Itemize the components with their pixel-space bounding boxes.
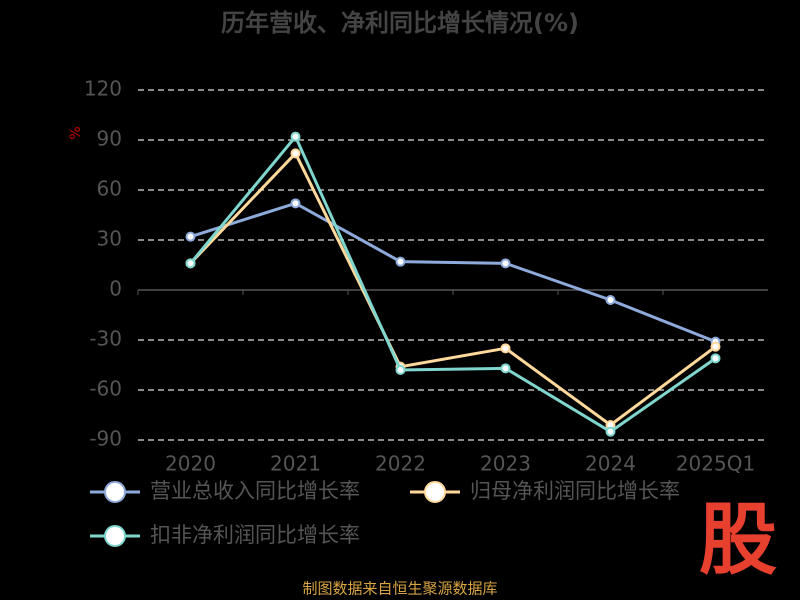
legend-marker	[424, 481, 446, 503]
series-line	[189, 133, 717, 434]
legend-marker	[104, 525, 126, 547]
watermark-logo: 股	[699, 495, 777, 585]
y-tick-label: 120	[84, 77, 122, 101]
legend-label: 归母净利润同比增长率	[470, 479, 680, 503]
x-tick-label: 2025Q1	[676, 452, 755, 476]
y-tick-label: 90	[97, 127, 122, 151]
data-point	[185, 231, 196, 242]
data-point	[710, 341, 721, 352]
x-tick-label: 2021	[270, 452, 321, 476]
series-line	[189, 150, 717, 427]
y-tick-label: -90	[89, 427, 122, 451]
legend-marker	[104, 481, 126, 503]
chart-title: 历年营收、净利同比增长情况(%)	[221, 9, 579, 37]
data-point	[605, 295, 616, 305]
legend-label: 扣非净利润同比增长率	[150, 523, 360, 547]
data-point	[395, 256, 406, 267]
y-tick-label: -60	[89, 377, 122, 401]
data-point	[185, 258, 196, 269]
y-tick-label: 30	[97, 227, 122, 251]
data-point	[290, 148, 301, 159]
y-tick-label: 60	[97, 177, 122, 201]
data-point	[605, 426, 616, 437]
y-tick-label: -30	[89, 327, 122, 351]
data-point	[290, 131, 301, 142]
x-tick-label: 2020	[165, 452, 216, 476]
data-point	[500, 363, 511, 374]
legend-label: 营业总收入同比增长率	[150, 479, 360, 503]
series-line	[190, 201, 717, 344]
data-point	[290, 198, 301, 209]
x-tick-label: 2023	[480, 452, 531, 476]
y-axis-label: %	[68, 126, 84, 139]
x-tick-label: 2022	[375, 452, 426, 476]
x-tick-label: 2024	[585, 452, 636, 476]
data-point	[710, 353, 721, 364]
data-point	[500, 343, 511, 354]
data-point	[395, 365, 406, 375]
y-tick-label: 0	[109, 277, 122, 301]
data-point	[500, 258, 511, 269]
source-note: 制图数据来自恒生聚源数据库	[302, 580, 497, 598]
